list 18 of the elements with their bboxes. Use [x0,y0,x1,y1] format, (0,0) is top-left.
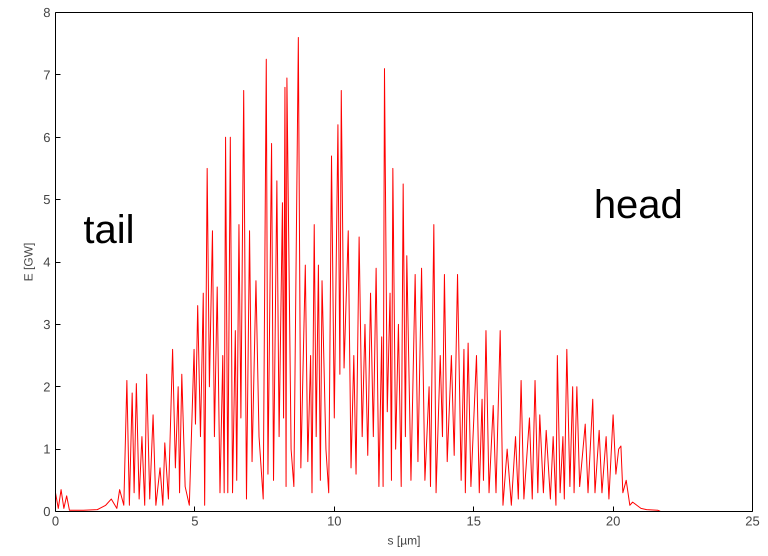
y-tick-label: 3 [43,316,51,332]
y-tick-label: 5 [43,192,51,208]
x-tick-label: 25 [745,514,760,528]
x-tick-label: 5 [191,514,199,528]
y-tick-label: 1 [43,442,51,457]
x-axis-title: s [µm] [388,534,420,548]
y-tick-label: 7 [43,67,51,82]
y-axis-title: E [GW] [21,242,36,282]
x-tick-label: 15 [466,514,481,528]
y-tick-label: 2 [43,379,51,394]
annotation: head [594,183,683,228]
y-tick-label: 0 [43,504,51,519]
x-tick-label: 20 [606,514,620,528]
annotation: tail [83,208,135,252]
y-tick-label: 8 [43,5,51,20]
x-tick-label: 10 [327,514,342,528]
y-tick-label: 4 [43,254,51,270]
y-tick-label: 6 [43,130,51,145]
